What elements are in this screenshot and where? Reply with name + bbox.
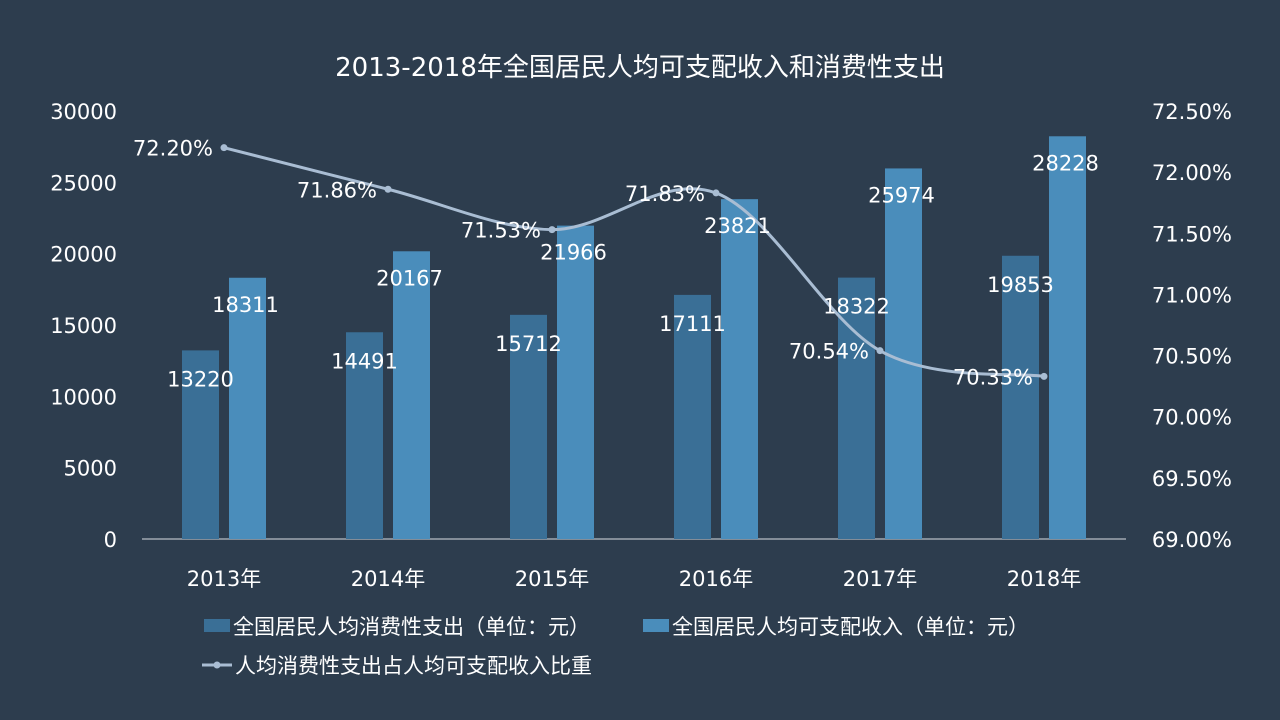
legend-label: 全国居民人均消费性支出（单位：元） (233, 615, 590, 639)
bar-data-label: 18322 (823, 295, 890, 319)
left-axis-tick-label: 10000 (50, 385, 117, 409)
bar (229, 277, 266, 539)
left-axis: 0 5000 10000 15000 20000 25000 30000 (50, 100, 117, 552)
line-data-label: 71.86% (297, 178, 377, 202)
legend-swatch (204, 619, 230, 632)
line-point (712, 189, 720, 197)
bar-data-label: 15712 (495, 332, 562, 356)
line-data-label: 71.53% (461, 219, 541, 243)
bar (182, 350, 219, 539)
line-point (548, 226, 556, 234)
line-point (876, 347, 884, 355)
bar (557, 225, 594, 539)
chart-title: 2013-2018年全国居民人均可支配收入和消费性支出 (335, 53, 945, 83)
line-data-label: 71.83% (625, 182, 705, 206)
left-axis-tick-label: 25000 (50, 171, 117, 195)
x-axis-tick-label: 2018年 (1007, 567, 1081, 591)
x-axis-tick-label: 2016年 (679, 567, 753, 591)
right-axis-tick-label: 69.00% (1152, 528, 1232, 552)
x-axis-tick-label: 2014年 (351, 567, 425, 591)
legend-label: 全国居民人均可支配收入（单位：元） (672, 615, 1029, 639)
bar (721, 199, 758, 539)
bar (1049, 136, 1086, 540)
line-point (1040, 372, 1048, 380)
bar-data-label: 19853 (987, 273, 1054, 297)
line-point (384, 185, 392, 193)
bar (674, 294, 711, 539)
legend: 全国居民人均消费性支出（单位：元） 全国居民人均可支配收入（单位：元） 人均消费性支… (202, 615, 1029, 678)
left-axis-tick-label: 0 (104, 528, 117, 552)
line-series (220, 144, 1048, 380)
right-axis-tick-label: 70.00% (1152, 406, 1232, 430)
line-point (220, 144, 228, 152)
bar-data-label: 25974 (868, 183, 935, 207)
left-axis-tick-label: 30000 (50, 100, 117, 124)
bar-data-label: 20167 (376, 266, 443, 290)
left-axis-tick-label: 5000 (64, 457, 117, 481)
bar-data-label: 18311 (212, 293, 279, 317)
x-axis: 2013年 2014年 2015年 2016年 2017年 2018年 (187, 567, 1081, 591)
right-axis: 69.00% 69.50% 70.00% 70.50% 71.00% 71.50% 72.0… (1152, 100, 1232, 552)
bar (885, 168, 922, 539)
legend-swatch (643, 619, 669, 632)
x-axis-tick-label: 2017年 (843, 567, 917, 591)
bar-data-label: 23821 (704, 214, 771, 238)
right-axis-tick-label: 71.00% (1152, 283, 1232, 307)
data-labels: 13220 18311 72.20% 14491 20167 71.86% 15712 219… (133, 137, 1099, 392)
legend-label: 人均消费性支出占人均可支配收入比重 (235, 654, 592, 678)
line-data-label: 70.33% (953, 365, 1033, 389)
right-axis-tick-label: 69.50% (1152, 467, 1232, 491)
bar-data-label: 14491 (331, 349, 398, 373)
bar (510, 314, 547, 539)
ratio-line (223, 146, 1045, 378)
left-axis-tick-label: 15000 (50, 314, 117, 338)
x-axis-tick-label: 2013年 (187, 567, 261, 591)
bar (1002, 255, 1039, 540)
left-axis-tick-label: 20000 (50, 243, 117, 267)
bar-data-label: 13220 (167, 367, 234, 391)
bar-data-label: 21966 (540, 241, 607, 265)
bar-data-label: 28228 (1032, 151, 1099, 175)
x-axis-tick-label: 2015年 (515, 567, 589, 591)
right-axis-tick-label: 72.00% (1152, 161, 1232, 185)
bar-series (182, 136, 1086, 540)
line-data-label: 70.54% (789, 340, 869, 364)
line-data-label: 72.20% (133, 137, 213, 161)
bar (346, 332, 383, 539)
bar (393, 251, 430, 540)
legend-line-marker (213, 661, 221, 669)
right-axis-tick-label: 72.50% (1152, 100, 1232, 124)
right-axis-tick-label: 70.50% (1152, 345, 1232, 369)
right-axis-tick-label: 71.50% (1152, 222, 1232, 246)
bar-data-label: 17111 (659, 312, 726, 336)
